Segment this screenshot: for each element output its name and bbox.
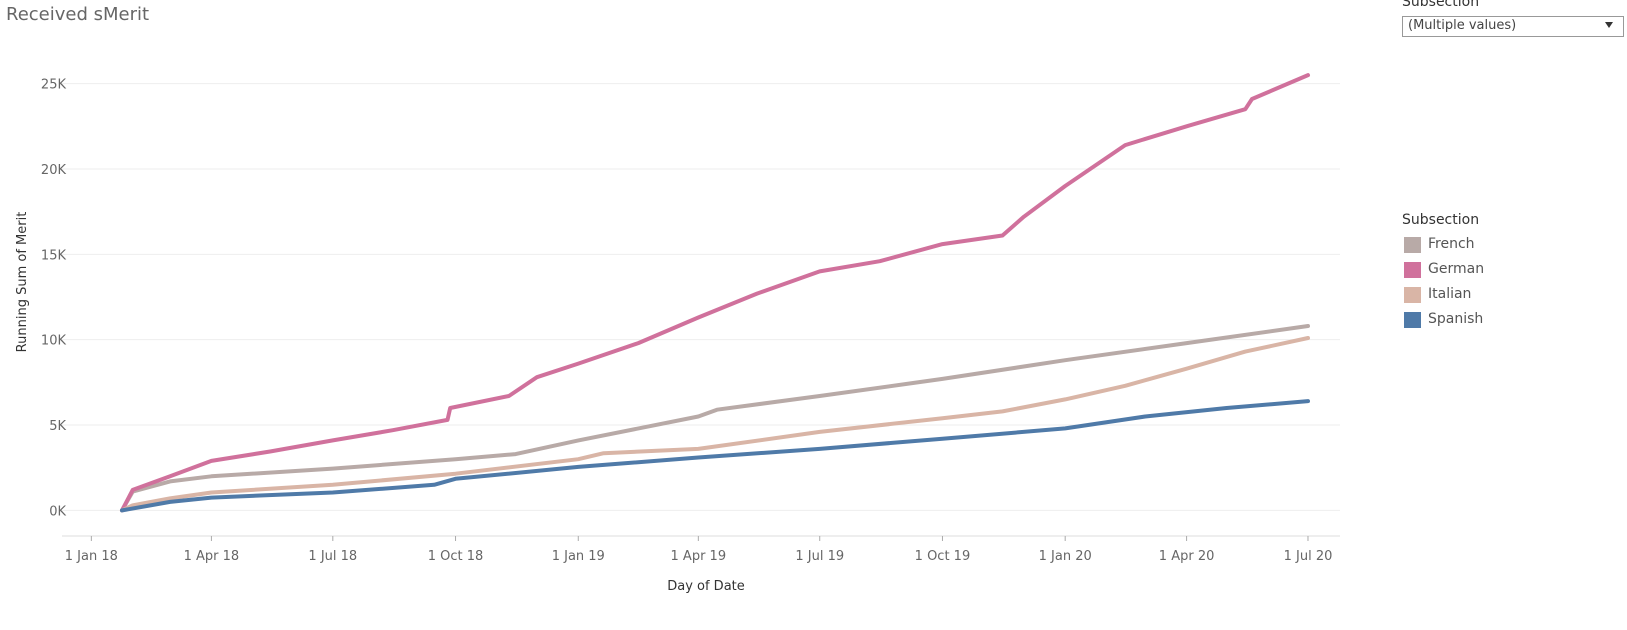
legend: Subsection French German Italian Spanish: [1402, 212, 1484, 334]
gridlines: [62, 83, 1340, 511]
series-line-german[interactable]: [120, 73, 1310, 513]
x-axis-label: Day of Date: [667, 579, 745, 594]
legend-label-french: French: [1428, 236, 1475, 252]
x-tick-label: 1 Apr 20: [1159, 549, 1215, 564]
y-tick-label: 15K: [41, 248, 67, 263]
legend-item-french[interactable]: French: [1402, 234, 1479, 259]
y-tick-label: 0K: [49, 504, 66, 519]
x-tick-label: 1 Oct 19: [915, 549, 971, 564]
legend-item-italian[interactable]: Italian: [1402, 284, 1479, 309]
legend-swatch-italian: [1404, 287, 1421, 303]
series-line-spanish[interactable]: [120, 399, 1310, 513]
legend-label-german: German: [1428, 261, 1485, 277]
legend-label-italian: Italian: [1428, 286, 1472, 302]
subsection-filter-dropdown[interactable]: (Multiple values): [1402, 16, 1624, 37]
series-lines: [120, 73, 1310, 513]
chart-title: Received sMerit: [6, 4, 150, 25]
y-tick-label: 5K: [49, 419, 66, 434]
legend-swatch-german: [1404, 262, 1421, 278]
y-axis-label: Running Sum of Merit: [15, 212, 30, 353]
legend-label-spanish: Spanish: [1428, 311, 1484, 327]
y-tick-label: 20K: [41, 163, 67, 178]
filter-selected-value: (Multiple values): [1408, 18, 1517, 33]
x-tick-label: 1 Jan 18: [65, 549, 118, 564]
line-chart: 0K 5K 10K 15K 20K 25K 1 Jan 18 1 Apr 18 1 Jul 1…: [15, 73, 1340, 594]
legend-title: Subsection: [1402, 212, 1480, 228]
legend-swatch-french: [1404, 237, 1421, 253]
series-line-french[interactable]: [120, 324, 1310, 513]
legend-swatch-spanish: [1404, 312, 1421, 328]
chevron-down-icon[interactable]: [1605, 22, 1613, 28]
y-axis-ticks: 0K 5K 10K 15K 20K 25K: [41, 78, 67, 520]
y-tick-label: 25K: [41, 78, 67, 93]
x-tick-label: 1 Jan 19: [552, 549, 605, 564]
x-tick-label: 1 Jan 20: [1039, 549, 1092, 564]
x-axis-ticks: 1 Jan 18 1 Apr 18 1 Jul 18 1 Oct 18 1 Jan 19…: [65, 536, 1333, 564]
x-tick-label: 1 Apr 18: [184, 549, 240, 564]
x-tick-label: 1 Jul 20: [1284, 549, 1333, 564]
legend-item-spanish[interactable]: Spanish: [1402, 309, 1483, 334]
series-line-italian[interactable]: [120, 336, 1310, 513]
x-tick-label: 1 Oct 18: [428, 549, 484, 564]
x-tick-label: 1 Apr 19: [671, 549, 727, 564]
legend-item-german[interactable]: German: [1402, 259, 1484, 284]
x-tick-label: 1 Jul 18: [308, 549, 357, 564]
filter-label: Subsection: [1402, 0, 1480, 10]
y-tick-label: 10K: [41, 334, 67, 349]
x-tick-label: 1 Jul 19: [795, 549, 844, 564]
